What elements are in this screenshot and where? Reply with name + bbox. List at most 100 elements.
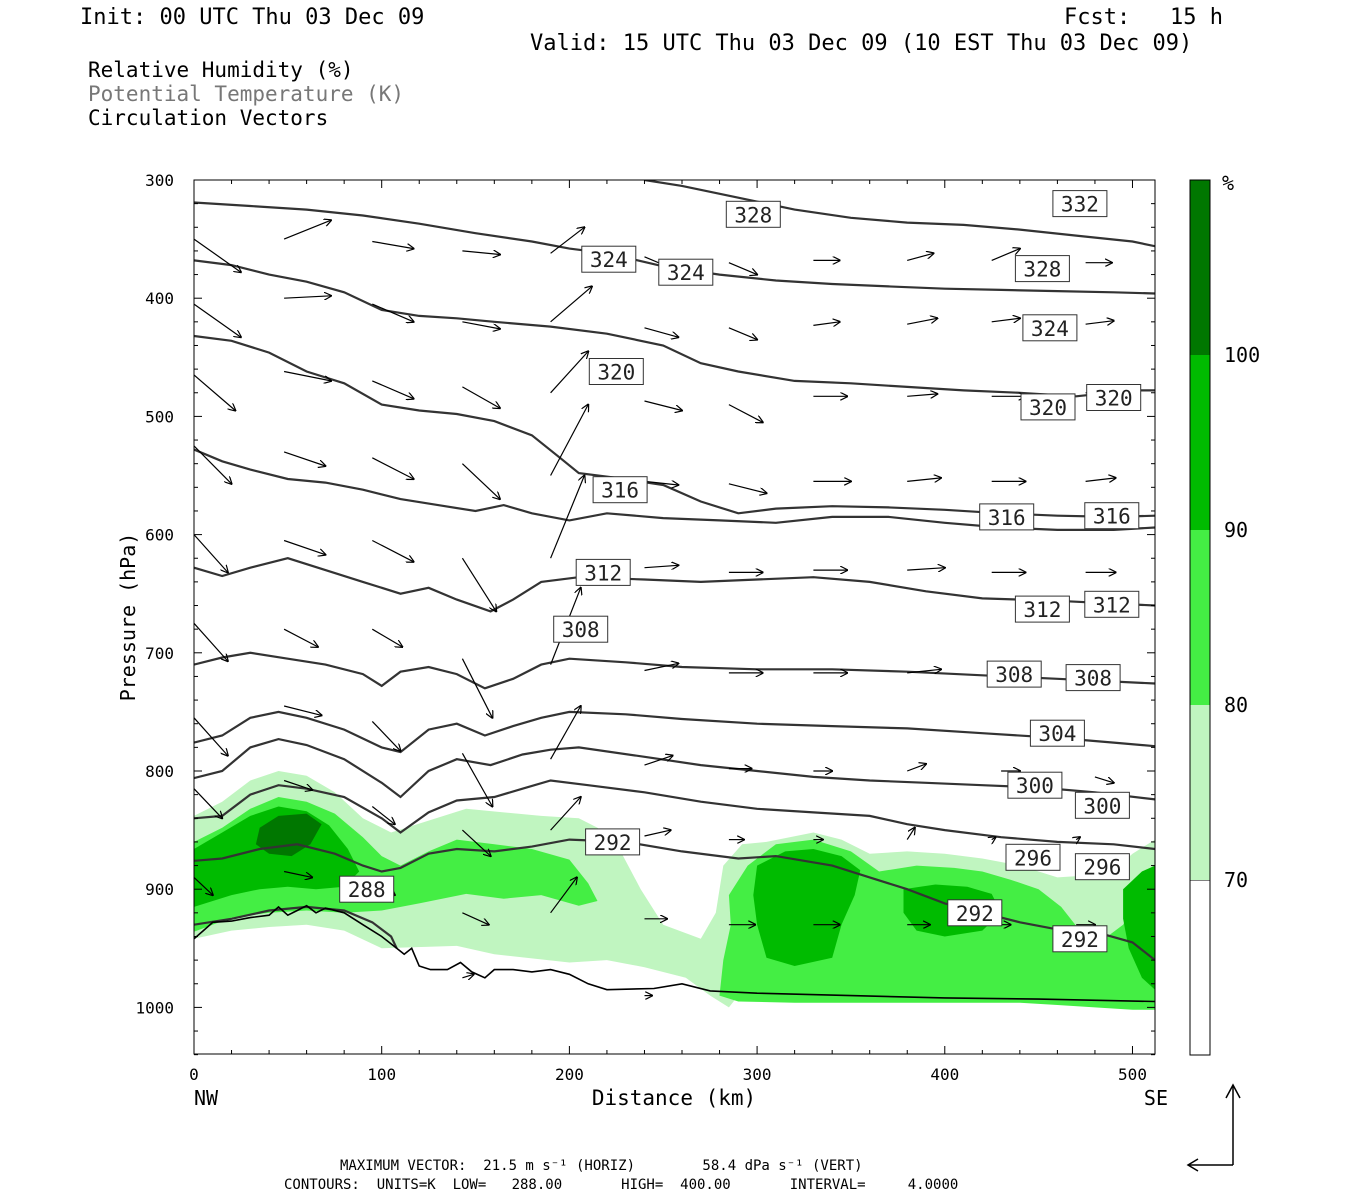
legend-theta: Potential Temperature (K) [88, 82, 405, 106]
x-tick-400: 400 [930, 1065, 959, 1084]
vector-26 [550, 351, 589, 394]
vector-46 [372, 539, 413, 562]
vector-0 [194, 238, 241, 272]
contour-label-box-7 [1020, 393, 1076, 421]
vector-24 [372, 380, 413, 399]
vector-63 [907, 669, 941, 673]
contour-label-13: 312 [1023, 598, 1061, 622]
vector-21 [1085, 321, 1114, 325]
contour-label-26: 288 [348, 878, 386, 902]
contour-label-box-8 [1086, 384, 1142, 411]
x-end-label-se: SE [1144, 1086, 1168, 1110]
contour-label-0: 332 [1061, 193, 1099, 217]
contour-label-box-20 [1074, 791, 1130, 819]
contour-label-11: 316 [1093, 505, 1131, 529]
colorbar-unit: % [1222, 171, 1234, 195]
rh-region-90-100-6 [1123, 865, 1155, 990]
contour-label-18: 304 [1038, 722, 1076, 746]
vector-78 [461, 829, 490, 856]
contour-label-10: 316 [988, 506, 1026, 530]
contour-label-box-13 [1014, 595, 1070, 623]
vector-23 [283, 370, 331, 381]
vector-55 [194, 622, 228, 661]
vector-20 [991, 318, 1020, 322]
vector-12 [284, 296, 331, 298]
x-tick-0: 0 [189, 1065, 199, 1084]
contour-label-box-6 [588, 358, 644, 385]
vector-77 [371, 806, 395, 825]
contour-label-21: 296 [1014, 846, 1052, 870]
x-tick-500: 500 [1118, 1065, 1147, 1084]
vector-41 [907, 478, 941, 482]
contour-label-box-22 [1074, 853, 1130, 881]
vector-67 [461, 753, 492, 806]
vector-86 [194, 876, 213, 895]
contour-label-box-23 [585, 828, 641, 856]
vector-30 [907, 394, 937, 396]
forecast-hour: Fcst: 15 h [1064, 5, 1223, 30]
vector-17 [728, 327, 757, 340]
contour-label-8: 320 [1095, 387, 1133, 411]
vector-87 [283, 870, 312, 878]
vector-35 [372, 457, 413, 479]
vector-72 [906, 764, 926, 772]
plot-frame [193, 179, 1156, 1055]
contour-label-box-24 [947, 899, 1003, 927]
vector-64 [194, 717, 228, 756]
vector-4 [550, 227, 585, 254]
contour-label-box-9 [592, 476, 648, 504]
contour-label-box-1 [725, 200, 781, 228]
x-end-label-nw: NW [194, 1086, 219, 1110]
vector-69 [644, 756, 673, 766]
contour-label-box-15 [553, 615, 609, 643]
theta-contour-312 [194, 557, 1155, 613]
init-time: Init: 00 UTC Thu 03 Dec 09 [80, 5, 425, 30]
vector-56 [283, 628, 318, 647]
contour-label-box-17 [1065, 664, 1121, 692]
vector-11 [194, 303, 241, 337]
contour-label-box-3 [581, 245, 637, 273]
vector-16 [644, 327, 679, 337]
colorbar-below-70 [1189, 879, 1211, 1056]
vector-13 [372, 303, 413, 322]
contour-label-5: 324 [1031, 317, 1069, 341]
theta-contour-320 [194, 334, 1155, 519]
vector-80 [644, 830, 671, 837]
x-tick-300: 300 [743, 1065, 772, 1084]
vector-83 [906, 828, 915, 840]
vector-19 [907, 318, 937, 325]
contour-label-box-2 [1014, 255, 1070, 283]
colorbar-label-100: 100 [1224, 343, 1260, 367]
contour-label-24: 292 [956, 902, 994, 926]
colorbar-100-plus [1190, 180, 1210, 355]
contour-label-box-16 [986, 660, 1042, 688]
vector-34 [283, 451, 325, 466]
contours-note: CONTOURS: UNITS=K LOW= 288.00 HIGH= 400.… [284, 1177, 959, 1193]
contour-label-box-26 [339, 875, 395, 903]
contour-label-16: 308 [995, 663, 1033, 687]
vector-27 [644, 400, 683, 411]
y-tick-1000: 1000 [135, 998, 174, 1017]
valid-time: Valid: 15 UTC Thu 03 Dec 09 (10 EST Thu … [530, 31, 1193, 56]
contour-label-1: 328 [734, 203, 772, 227]
vector-49 [644, 565, 679, 567]
contour-label-box-21 [1005, 843, 1061, 871]
vector-60 [644, 663, 679, 672]
x-tick-200: 200 [555, 1065, 584, 1084]
contour-label-box-10 [979, 503, 1035, 531]
y-tick-500: 500 [145, 407, 174, 426]
vector-33 [194, 445, 232, 484]
colorbar-label-80: 80 [1224, 693, 1248, 717]
vector-58 [461, 658, 492, 718]
vector-3 [462, 251, 500, 255]
vector-2 [372, 240, 413, 249]
contour-label-9: 316 [601, 479, 639, 503]
vector-75 [194, 788, 222, 819]
vector-25 [462, 386, 500, 408]
colorbar-90-100 [1190, 355, 1210, 530]
contour-labels: 332 328 328 324 324 324 320 320 320 316 316 316 312 3… [339, 190, 1142, 953]
contour-label-box-4 [658, 258, 714, 286]
vector-37 [550, 405, 589, 476]
terrain-line [194, 904, 1155, 1003]
contour-label-15: 308 [562, 618, 600, 642]
